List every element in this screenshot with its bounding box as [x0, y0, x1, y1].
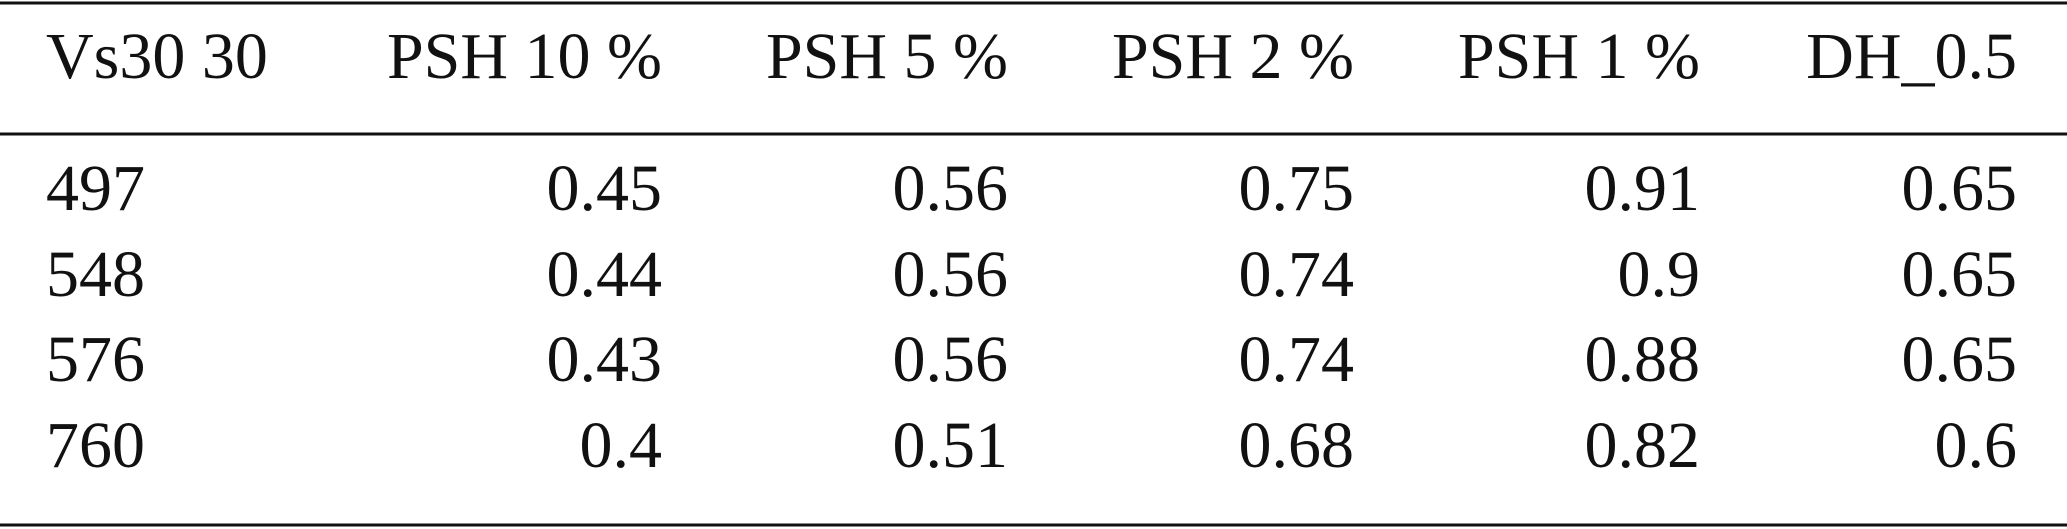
cell: 0.56 — [893, 323, 1009, 396]
cell: 0.45 — [547, 152, 663, 225]
cell: 0.44 — [547, 238, 663, 311]
header-cell: DH_0.5 — [1806, 20, 2017, 93]
header-cell: Vs30 30 — [46, 20, 268, 93]
cell: 548 — [46, 238, 145, 311]
cell: 0.88 — [1585, 323, 1701, 396]
header-cell: PSH 5 % — [766, 20, 1008, 93]
cell: 0.65 — [1902, 323, 2018, 396]
cell: 0.74 — [1239, 238, 1355, 311]
cell: 0.6 — [1935, 409, 2018, 482]
cell: 0.56 — [893, 152, 1009, 225]
header-cell: PSH 1 % — [1458, 20, 1700, 93]
cell: 0.56 — [893, 238, 1009, 311]
cell: 0.65 — [1902, 152, 2018, 225]
cell: 0.75 — [1239, 152, 1355, 225]
cell: 0.51 — [893, 409, 1009, 482]
cell: 0.68 — [1239, 409, 1355, 482]
cell: 0.82 — [1585, 409, 1701, 482]
header-cell: PSH 2 % — [1112, 20, 1354, 93]
cell: 497 — [46, 152, 145, 225]
cell: 0.9 — [1618, 238, 1701, 311]
header-cell: PSH 10 % — [387, 20, 662, 93]
cell: 0.43 — [547, 323, 663, 396]
cell: 0.74 — [1239, 323, 1355, 396]
cell: 760 — [46, 409, 145, 482]
cell: 0.4 — [580, 409, 663, 482]
cell: 0.65 — [1902, 238, 2018, 311]
cell: 0.91 — [1585, 152, 1701, 225]
cell: 576 — [46, 323, 145, 396]
